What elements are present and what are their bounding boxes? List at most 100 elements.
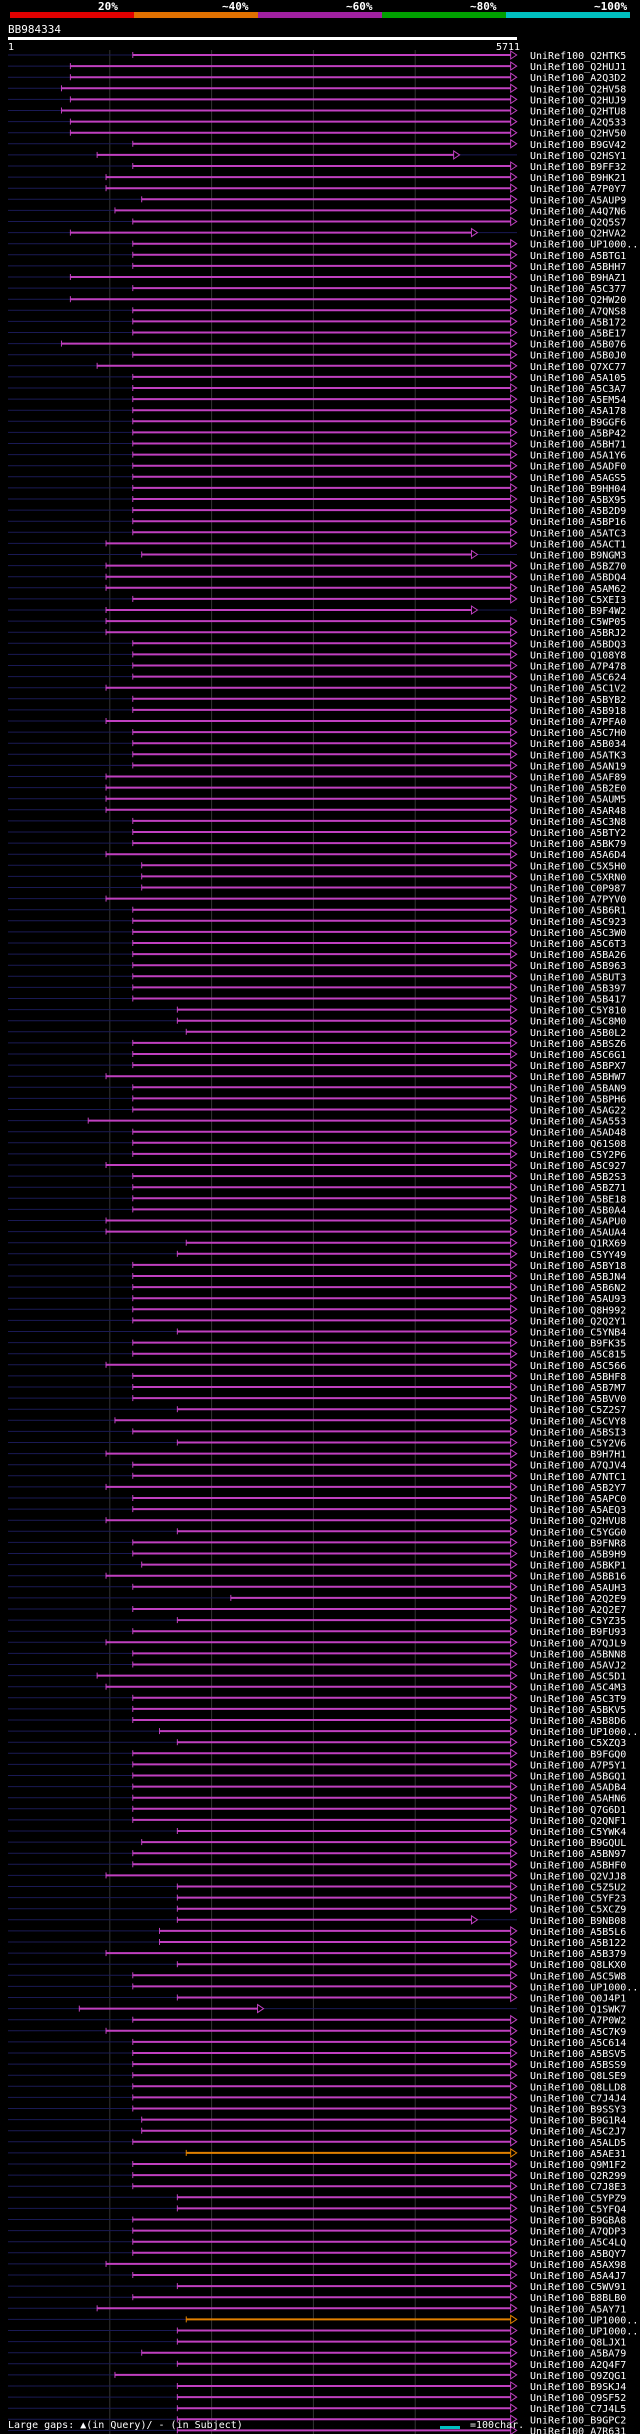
- hit-end-arrow: [470, 549, 479, 560]
- hit-end-arrow: [453, 149, 461, 160]
- hit-end-arrow: [510, 1781, 518, 1792]
- hit-label: UniRef100_A2Q533: [530, 118, 626, 129]
- hit-label: UniRef100_A5B034: [530, 739, 626, 750]
- hit-end-arrow: [510, 2236, 518, 2247]
- hit-label: UniRef100_A5C8M0: [530, 1017, 626, 1028]
- hit-end-arrow: [510, 1859, 518, 1870]
- hit-end-arrow: [510, 682, 518, 693]
- hit-label: UniRef100_A5AM62: [530, 584, 626, 595]
- hit-label: UniRef100_Q108Y8: [530, 650, 626, 661]
- hit-end-arrow: [510, 283, 518, 294]
- legend-segment: [134, 12, 258, 18]
- hit-label: UniRef100_A5BSZ6: [530, 1039, 626, 1050]
- hit-label: UniRef100_C5YPZ9: [530, 2193, 626, 2204]
- hit-end-arrow: [510, 804, 518, 815]
- hit-label: UniRef100_A5B2Y7: [530, 1483, 626, 1494]
- hit-end-arrow: [510, 949, 518, 960]
- hit-label: UniRef100_C5YZ35: [530, 1616, 626, 1627]
- hit-label: UniRef100_A5BP42: [530, 428, 626, 439]
- hit-label: UniRef100_A5C5D1: [530, 1672, 626, 1683]
- hit-label: UniRef100_B9FNR8: [530, 1538, 626, 1549]
- hit-label: UniRef100_A5B2E0: [530, 784, 626, 795]
- hit-end-arrow: [510, 1459, 518, 1470]
- hit-end-arrow: [510, 249, 518, 260]
- hit-end-arrow: [510, 1870, 518, 1881]
- hit-label: UniRef100_A5BHF8: [530, 1372, 626, 1383]
- hit-label: UniRef100_A5C614: [530, 2038, 626, 2049]
- hit-label: UniRef100_A5A105: [530, 373, 626, 384]
- hit-label: UniRef100_C5WV91: [530, 2282, 626, 2293]
- hit-label: UniRef100_Q2QNF1: [530, 1816, 626, 1827]
- hit-label: UniRef100_Q8LLD8: [530, 2082, 626, 2093]
- hit-label: UniRef100_Q2HVU8: [530, 1516, 626, 1527]
- hit-label: UniRef100_A5ATK3: [530, 750, 626, 761]
- hit-label: UniRef100_A5ADB4: [530, 1783, 626, 1794]
- hit-label: UniRef100_B9FGQ0: [530, 1749, 626, 1760]
- hit-label: UniRef100_A7QDP3: [530, 2227, 626, 2238]
- hit-label: UniRef100_A5B397: [530, 983, 626, 994]
- hit-end-arrow: [510, 2369, 518, 2380]
- hit-end-arrow: [510, 2425, 518, 2434]
- hit-label: UniRef100_Q2HV50: [530, 129, 626, 140]
- hit-end-arrow: [510, 127, 518, 138]
- hit-label: UniRef100_A5ADF0: [530, 462, 626, 473]
- hit-label: UniRef100_A5BK79: [530, 839, 626, 850]
- hit-end-arrow: [510, 1981, 518, 1992]
- hit-end-arrow: [510, 438, 518, 449]
- scale-label: =100char.: [470, 2420, 525, 2431]
- hit-end-arrow: [510, 416, 518, 427]
- hit-label: UniRef100_A5BHH7: [530, 262, 626, 273]
- hit-label: UniRef100_Q2Q5S7: [530, 218, 626, 229]
- hit-end-arrow: [510, 1748, 518, 1759]
- hit-end-arrow: [510, 1892, 518, 1903]
- hit-label: UniRef100_B9FU93: [530, 1627, 626, 1638]
- hit-end-arrow: [510, 1848, 518, 1859]
- hit-end-arrow: [510, 2225, 518, 2236]
- hit-end-arrow: [510, 371, 518, 382]
- hit-end-arrow: [510, 2048, 518, 2058]
- hit-label: UniRef100_A5BQY7: [530, 2249, 626, 2260]
- hit-label: UniRef100_A5C3W0: [530, 928, 626, 939]
- legend-segment: [10, 12, 134, 18]
- hit-end-arrow: [510, 2292, 518, 2303]
- hit-end-arrow: [510, 2181, 518, 2192]
- hit-end-arrow: [510, 982, 518, 993]
- hit-label: UniRef100_A5C815: [530, 1350, 626, 1361]
- hit-label: UniRef100_UP1000..: [530, 240, 638, 251]
- hit-label: UniRef100_A5C3A7: [530, 384, 626, 395]
- hit-label: UniRef100_A5BH71: [530, 440, 626, 451]
- hit-label: UniRef100_B9GBA8: [530, 2216, 626, 2227]
- hit-end-arrow: [510, 1615, 518, 1626]
- hit-end-arrow: [510, 1404, 518, 1415]
- hit-label: UniRef100_B9SSY3: [530, 2105, 626, 2116]
- hit-end-arrow: [510, 1548, 518, 1559]
- hit-end-arrow: [510, 671, 518, 682]
- hit-label: UniRef100_C5Z5U2: [530, 1883, 626, 1894]
- hit-end-arrow: [510, 1415, 518, 1426]
- hit-end-arrow: [510, 383, 518, 393]
- hit-label: UniRef100_A5B6N2: [530, 1283, 626, 1294]
- hit-label: UniRef100_A5BHW7: [530, 1072, 626, 1083]
- hit-end-arrow: [510, 1715, 518, 1725]
- hit-label: UniRef100_C5YF23: [530, 1894, 626, 1905]
- hit-label: UniRef100_A5A1Y6: [530, 451, 626, 462]
- hit-label: UniRef100_A5B918: [530, 706, 626, 717]
- hit-label: UniRef100_A5B0A4: [530, 1205, 626, 1216]
- legend-label: ~100%: [594, 0, 628, 13]
- hit-end-arrow: [510, 1604, 518, 1614]
- hit-end-arrow: [470, 1914, 479, 1925]
- hit-label: UniRef100_A5BKP1: [530, 1561, 626, 1572]
- query-start-label: 1: [8, 42, 15, 53]
- hit-label: UniRef100_A5BGQ1: [530, 1772, 626, 1783]
- hit-label: UniRef100_A5APC0: [530, 1494, 626, 1505]
- hit-label: UniRef100_UP1000..: [530, 2327, 638, 2338]
- hit-label: UniRef100_A5B172: [530, 317, 626, 328]
- hit-end-arrow: [510, 83, 518, 94]
- hit-end-arrow: [510, 1470, 518, 1481]
- hit-end-arrow: [510, 2303, 518, 2314]
- hit-label: UniRef100_Q0J4P1: [530, 1994, 626, 2005]
- hit-label: UniRef100_C5XZQ3: [530, 1738, 626, 1749]
- hit-end-arrow: [510, 1526, 518, 1537]
- hit-end-arrow: [510, 1826, 518, 1836]
- hit-end-arrow: [510, 1992, 518, 2003]
